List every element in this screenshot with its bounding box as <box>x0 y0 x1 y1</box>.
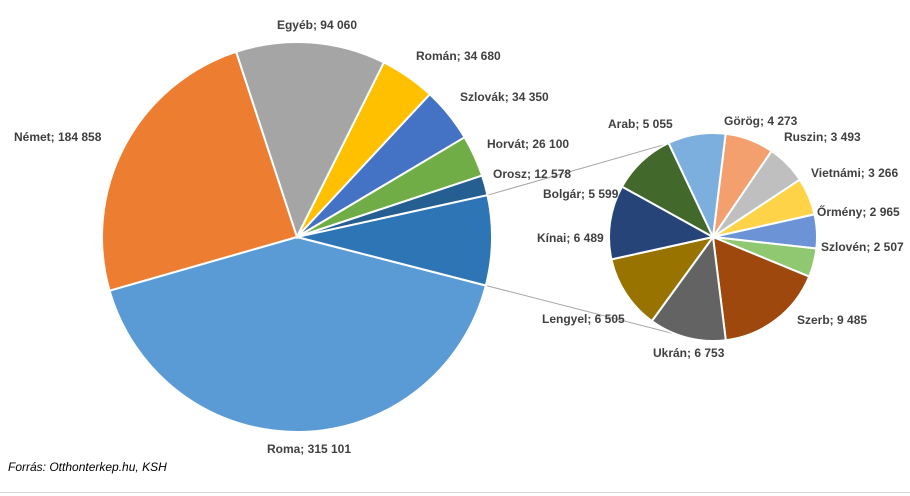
sub-label-szerb: Szerb; 9 485 <box>797 313 867 327</box>
sub-label-bolgar: Bolgár; 5 599 <box>543 187 619 201</box>
sub-slice-kinai <box>608 185 716 261</box>
sub-label-gorog: Görög; 4 273 <box>724 114 798 128</box>
main-pie <box>101 41 493 433</box>
sub-label-ruszin: Ruszin; 3 493 <box>784 130 861 144</box>
label-roma: Roma; 315 101 <box>267 442 351 456</box>
label-nemet: Német; 184 858 <box>14 130 102 144</box>
sub-label-kinai: Kínai; 6 489 <box>537 231 604 245</box>
sub-slice-arab <box>667 132 727 241</box>
label-orosz: Orosz; 12 578 <box>493 167 571 181</box>
secondary-pie <box>608 132 818 342</box>
slice-nemet <box>101 50 299 292</box>
sub-slice-ukran <box>650 234 727 342</box>
sub-label-ormeny: Őrmény; 2 965 <box>817 204 900 219</box>
label-szlovak: Szlovák; 34 350 <box>460 90 549 104</box>
sub-label-arab: Arab; 5 055 <box>608 117 673 131</box>
sub-label-lengyel: Lengyel; 6 505 <box>542 312 625 326</box>
label-horvat: Horvát; 26 100 <box>487 137 569 151</box>
sub-label-szloven: Szlovén; 2 507 <box>821 240 904 254</box>
label-egyeb: Egyéb; 94 060 <box>277 18 357 32</box>
label-roman: Román; 34 680 <box>416 49 501 63</box>
sub-slice-szerb <box>711 235 811 342</box>
sub-label-ukran: Ukrán; 6 753 <box>653 346 725 360</box>
connector-lines <box>485 144 676 335</box>
chart-source: Forrás: Otthonterkep.hu, KSH <box>8 460 167 474</box>
connector-bottom <box>485 285 676 335</box>
bottom-divider <box>0 492 910 493</box>
sub-label-vietnami: Vietnámi; 3 266 <box>811 166 898 180</box>
slice-other-combined <box>296 194 493 287</box>
data-labels: Roma; 315 101 Német; 184 858 Egyéb; 94 060… <box>14 18 904 456</box>
sub-slice-lengyel <box>610 235 716 323</box>
connector-top <box>487 144 664 196</box>
slice-roma <box>108 235 488 433</box>
slice-egyeb <box>234 41 386 240</box>
